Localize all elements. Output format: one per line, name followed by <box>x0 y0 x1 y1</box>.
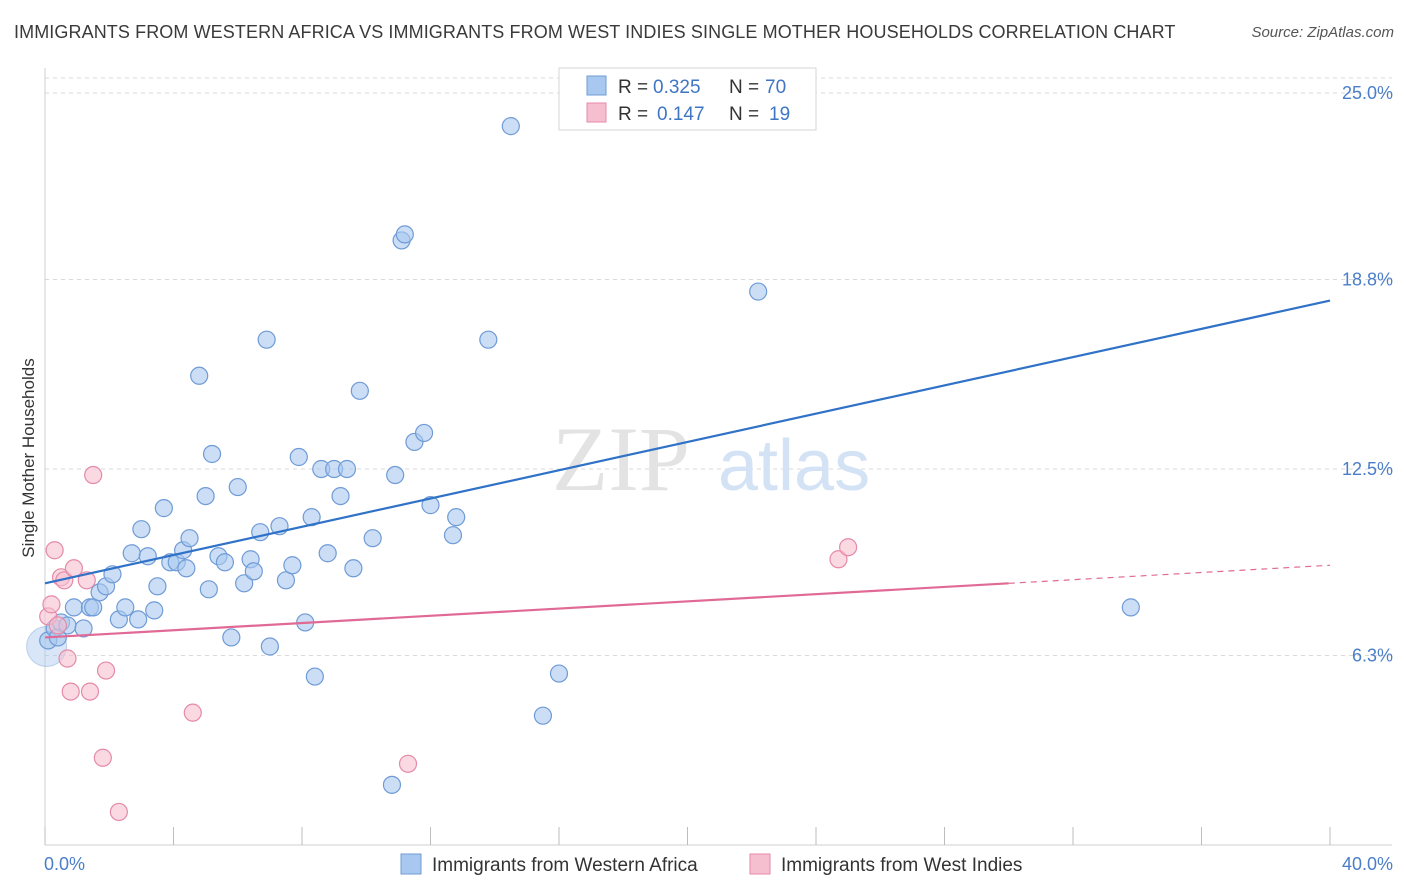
series-legend-swatch-pink <box>749 853 771 875</box>
data-point-blue <box>145 601 164 620</box>
data-point-blue <box>74 619 93 638</box>
y-tick-label: 6.3% <box>1352 646 1393 666</box>
trend-line-pink <box>44 582 1009 639</box>
legend-swatch-blue <box>586 75 607 96</box>
legend-n-value-2: 19 <box>769 104 790 125</box>
axes <box>44 68 1392 846</box>
data-point-blue <box>395 225 414 244</box>
data-point-pink <box>64 559 84 578</box>
watermark-zip: ZIP <box>552 408 690 510</box>
data-point-blue <box>337 459 357 479</box>
x-tick-label-max: 40.0% <box>1342 854 1393 874</box>
data-point-blue <box>382 775 402 794</box>
legend-r-value-2: 0.147 <box>657 104 705 125</box>
data-point-blue <box>363 529 382 548</box>
data-point-blue <box>447 508 466 527</box>
legend-r-label-1: R = <box>618 77 648 98</box>
y-tick-label: 12.5% <box>1342 459 1393 479</box>
data-point-blue <box>180 529 199 548</box>
data-point-blue <box>260 637 279 656</box>
data-point-pink <box>45 541 64 560</box>
data-point-blue <box>331 486 350 506</box>
data-point-blue <box>749 282 768 301</box>
y-axis-label: Single Mother Households <box>19 358 38 557</box>
data-point-pink <box>58 649 77 668</box>
data-point-blue <box>215 553 234 572</box>
data-point-pink <box>183 703 202 722</box>
data-point-pink <box>839 538 858 557</box>
data-point-blue <box>305 667 324 686</box>
data-point-pink <box>42 595 61 614</box>
chart-source: Source: ZipAtlas.com <box>1251 24 1394 41</box>
data-point-blue <box>64 598 84 617</box>
data-point-blue <box>235 574 254 593</box>
trend-line-blue <box>44 299 1331 585</box>
data-point-blue <box>1121 598 1140 617</box>
y-tick-label: 18.8% <box>1342 270 1393 290</box>
legend-n-label-1: N = <box>729 77 759 98</box>
data-point-blue <box>202 444 222 464</box>
data-point-blue <box>276 571 296 590</box>
data-point-pink <box>398 754 418 773</box>
legend-n-value-1: 70 <box>765 77 786 98</box>
series-legend-swatch-blue <box>400 853 422 875</box>
data-point-blue <box>129 610 148 629</box>
trend-line-extension-pink <box>1008 564 1331 584</box>
data-point-pink <box>829 550 848 569</box>
data-point-blue <box>244 562 263 581</box>
watermark-atlas: atlas <box>718 426 870 506</box>
data-point-blue <box>148 577 167 596</box>
series-legend-label-blue: Immigrants from Western Africa <box>432 855 698 876</box>
y-tick-label: 25.0% <box>1342 83 1393 103</box>
data-point-blue <box>479 330 498 349</box>
data-point-blue <box>154 499 173 518</box>
data-point-blue <box>549 664 569 683</box>
data-point-blue <box>132 520 151 539</box>
data-point-pink <box>109 802 128 822</box>
trend-lines <box>44 299 1331 639</box>
data-point-blue <box>350 381 369 400</box>
legend-n-label-2: N = <box>729 104 759 125</box>
data-point-pink <box>61 682 80 701</box>
watermark: ZIP atlas <box>552 408 870 510</box>
data-point-blue <box>344 559 363 578</box>
tick-labels: 6.3% 12.5% 18.8% 25.0% 0.0% 40.0% <box>44 83 1393 874</box>
data-point-blue <box>414 423 434 443</box>
data-point-blue <box>533 706 553 725</box>
data-point-blue <box>199 580 218 599</box>
data-point-pink <box>80 682 100 701</box>
data-point-blue <box>318 544 337 563</box>
data-point-blue <box>501 117 520 136</box>
legend-r-label-2: R = <box>618 104 648 125</box>
chart-title: IMMIGRANTS FROM WESTERN AFRICA VS IMMIGR… <box>14 22 1176 42</box>
x-tick-label-min: 0.0% <box>44 854 85 874</box>
data-point-blue <box>116 598 135 617</box>
data-point-blue <box>177 559 196 578</box>
data-point-blue <box>443 526 463 545</box>
data-point-pink <box>93 748 112 767</box>
data-point-blue <box>283 556 302 575</box>
data-point-blue <box>386 465 405 485</box>
data-point-blue <box>222 628 241 647</box>
legend-swatch-pink <box>586 102 607 123</box>
data-point-blue <box>257 330 276 349</box>
data-point-blue <box>289 447 308 467</box>
data-point-blue <box>84 598 103 617</box>
data-point-blue <box>190 366 209 385</box>
data-point-blue <box>122 544 141 563</box>
data-point-blue <box>421 496 440 515</box>
series-legend-label-pink: Immigrants from West Indies <box>781 855 1022 876</box>
legend-r-value-1: 0.325 <box>653 77 701 98</box>
data-point-blue <box>228 477 247 497</box>
data-point-pink <box>48 616 67 635</box>
legend: R = 0.325 N = 70 R = 0.147 N = 19 <box>558 67 817 131</box>
data-point-pink <box>96 661 116 680</box>
data-point-pink <box>84 465 103 485</box>
data-points <box>26 117 1140 822</box>
data-point-blue <box>196 486 215 506</box>
series-legend: Immigrants from Western Africa Immigrant… <box>400 853 1022 876</box>
